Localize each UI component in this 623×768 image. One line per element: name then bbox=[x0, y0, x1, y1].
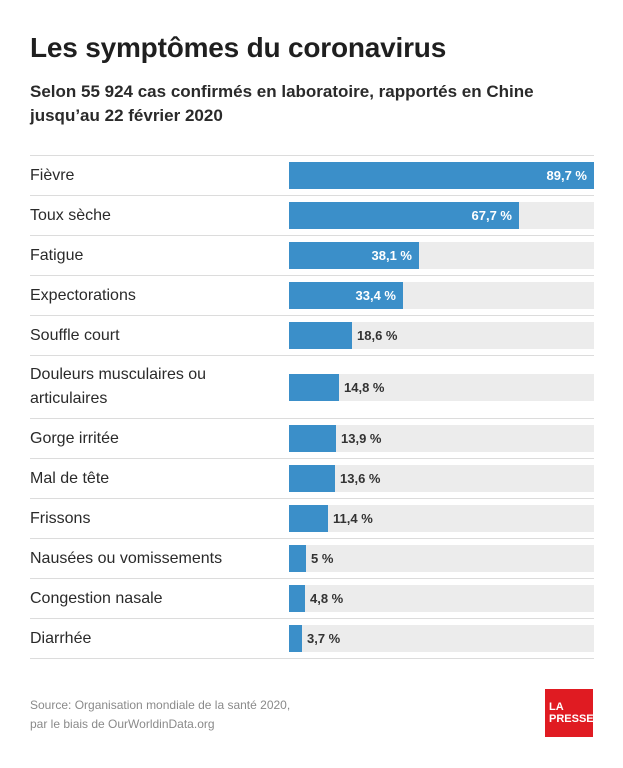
bar-row: Nausées ou vomissements 5 % bbox=[30, 538, 594, 578]
logo-line-2: PRESSE bbox=[549, 713, 594, 725]
bar bbox=[289, 425, 336, 452]
bar-track: 13,6 % bbox=[289, 465, 594, 492]
bar bbox=[289, 505, 328, 532]
category-label: Expectorations bbox=[30, 286, 136, 304]
category-label: Fatigue bbox=[30, 246, 84, 264]
value-label: 13,6 % bbox=[340, 471, 381, 486]
bar-track: 4,8 % bbox=[289, 585, 594, 612]
value-label: 13,9 % bbox=[341, 431, 382, 446]
bar bbox=[289, 625, 302, 652]
bar bbox=[289, 465, 335, 492]
value-label: 5 % bbox=[311, 551, 334, 566]
bar-row: Expectorations 33,4 % bbox=[30, 275, 594, 315]
category-label: Nausées ou vomissements bbox=[30, 549, 223, 567]
bar-track: 89,7 % bbox=[289, 162, 594, 189]
bar bbox=[289, 374, 339, 401]
bar-chart: Fièvre 89,7 % Toux sèche 67,7 % Fatigue 38,1 … bbox=[30, 155, 594, 659]
chart-subtitle: Selon 55 924 cas confirmés en laboratoir… bbox=[30, 82, 534, 125]
bar-track: 14,8 % bbox=[289, 374, 594, 401]
bar-track: 18,6 % bbox=[289, 322, 594, 349]
bar bbox=[289, 322, 352, 349]
bar-row: Fièvre 89,7 % bbox=[30, 155, 594, 195]
bar bbox=[289, 585, 305, 612]
bar-row: Mal de tête 13,6 % bbox=[30, 458, 594, 498]
category-label: Frissons bbox=[30, 509, 91, 527]
value-label: 3,7 % bbox=[307, 631, 341, 646]
bar-row: Congestion nasale 4,8 % bbox=[30, 578, 594, 618]
bar-track: 67,7 % bbox=[289, 202, 594, 229]
value-label: 33,4 % bbox=[355, 288, 396, 303]
category-label: Mal de tête bbox=[30, 469, 110, 487]
bar bbox=[289, 282, 403, 309]
bar-row: Gorge irritée 13,9 % bbox=[30, 418, 594, 458]
bar-track: 5 % bbox=[289, 545, 594, 572]
bar-row: Diarrhée 3,7 % bbox=[30, 618, 594, 659]
bar-row: Fatigue 38,1 % bbox=[30, 235, 594, 275]
bar bbox=[289, 162, 594, 189]
value-label: 89,7 % bbox=[546, 168, 587, 183]
bar bbox=[289, 242, 419, 269]
category-label: Souffle court bbox=[30, 326, 120, 344]
category-label: Fièvre bbox=[30, 166, 75, 184]
bar bbox=[289, 545, 306, 572]
bar-track: 3,7 % bbox=[289, 625, 594, 652]
bar-row: Frissons 11,4 % bbox=[30, 498, 594, 538]
value-label: 67,7 % bbox=[471, 208, 512, 223]
source-note: Source: Organisation mondiale de la sant… bbox=[30, 696, 290, 734]
category-label: Toux sèche bbox=[30, 206, 111, 224]
value-label: 4,8 % bbox=[310, 591, 344, 606]
bar-row: Souffle court 18,6 % bbox=[30, 315, 594, 355]
la-presse-logo: LA PRESSE bbox=[545, 689, 594, 737]
value-label: 18,6 % bbox=[357, 328, 398, 343]
bar bbox=[289, 202, 519, 229]
source-line-1: Source: Organisation mondiale de la sant… bbox=[30, 698, 291, 712]
source-line-2: par le biais de OurWorldinData.org bbox=[30, 717, 215, 731]
category-label: Diarrhée bbox=[30, 629, 92, 647]
bar-track: 11,4 % bbox=[289, 505, 594, 532]
category-label: Congestion nasale bbox=[30, 589, 163, 607]
value-label: 11,4 % bbox=[333, 511, 373, 526]
bar-track: 13,9 % bbox=[289, 425, 594, 452]
category-label: Douleurs musculaires ou articulaires bbox=[30, 366, 207, 407]
chart-title: Les symptômes du coronavirus bbox=[30, 32, 447, 63]
bar-track: 38,1 % bbox=[289, 242, 594, 269]
bar-row: Douleurs musculaires ou articulaires 14,8… bbox=[30, 355, 594, 418]
bar-track: 33,4 % bbox=[289, 282, 594, 309]
category-label: Gorge irritée bbox=[30, 429, 119, 447]
value-label: 14,8 % bbox=[344, 380, 385, 395]
value-label: 38,1 % bbox=[371, 248, 412, 263]
bar-row: Toux sèche 67,7 % bbox=[30, 195, 594, 235]
logo-line-1: LA bbox=[549, 701, 564, 713]
